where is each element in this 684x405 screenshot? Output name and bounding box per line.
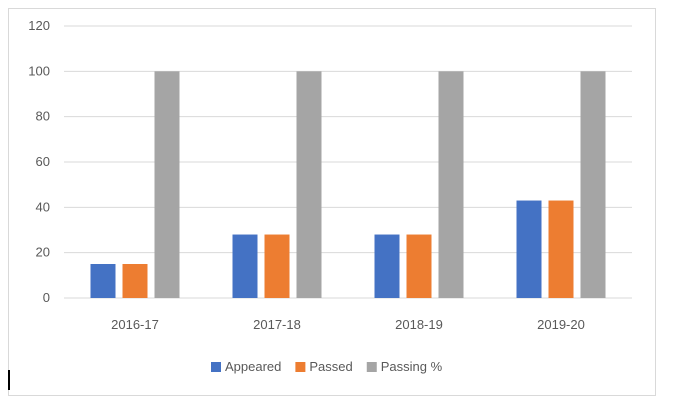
legend-swatch: [295, 362, 306, 372]
bar-appeared-2017-18: [232, 234, 258, 298]
y-tick-label: 60: [36, 154, 50, 169]
y-tick-label: 80: [36, 109, 50, 124]
gridlines: [64, 25, 632, 299]
bar-passing-2018-19: [438, 71, 464, 298]
bar-passing-2017-18: [296, 71, 322, 298]
y-tick-label: 120: [28, 18, 50, 33]
x-axis-tick-labels: 2016-17 2017-18 2018-19 2019-20: [111, 317, 585, 332]
bar-passing-2019-20: [580, 71, 606, 298]
y-tick-label: 20: [36, 245, 50, 260]
chart-frame: [8, 8, 656, 396]
bar-passed-2016-17: [122, 264, 148, 298]
x-tick-label: 2019-20: [537, 317, 585, 332]
y-tick-label: 0: [43, 290, 50, 305]
bar-passed-2017-18: [264, 234, 290, 298]
bar-appeared-2018-19: [374, 234, 400, 298]
bar-passed-2018-19: [406, 234, 432, 298]
y-tick-label: 100: [28, 63, 50, 78]
y-tick-label: 40: [36, 199, 50, 214]
legend-label: Passing %: [381, 359, 443, 374]
bar-passed-2019-20: [548, 200, 574, 298]
bar-appeared-2019-20: [516, 200, 542, 298]
bar-appeared-2016-17: [90, 264, 116, 298]
legend-label: Passed: [309, 359, 352, 374]
x-tick-label: 2017-18: [253, 317, 301, 332]
legend-swatch: [211, 362, 221, 372]
x-tick-label: 2016-17: [111, 317, 159, 332]
y-axis-tick-labels: 0 20 40 60 80 100 120: [28, 18, 50, 305]
text-cursor: [8, 370, 10, 390]
x-tick-label: 2018-19: [395, 317, 443, 332]
bar-passing-2016-17: [154, 71, 180, 298]
legend: Appeared Passed Passing %: [211, 359, 443, 374]
bars: [90, 71, 606, 298]
legend-label: Appeared: [225, 359, 281, 374]
legend-swatch: [366, 362, 377, 372]
